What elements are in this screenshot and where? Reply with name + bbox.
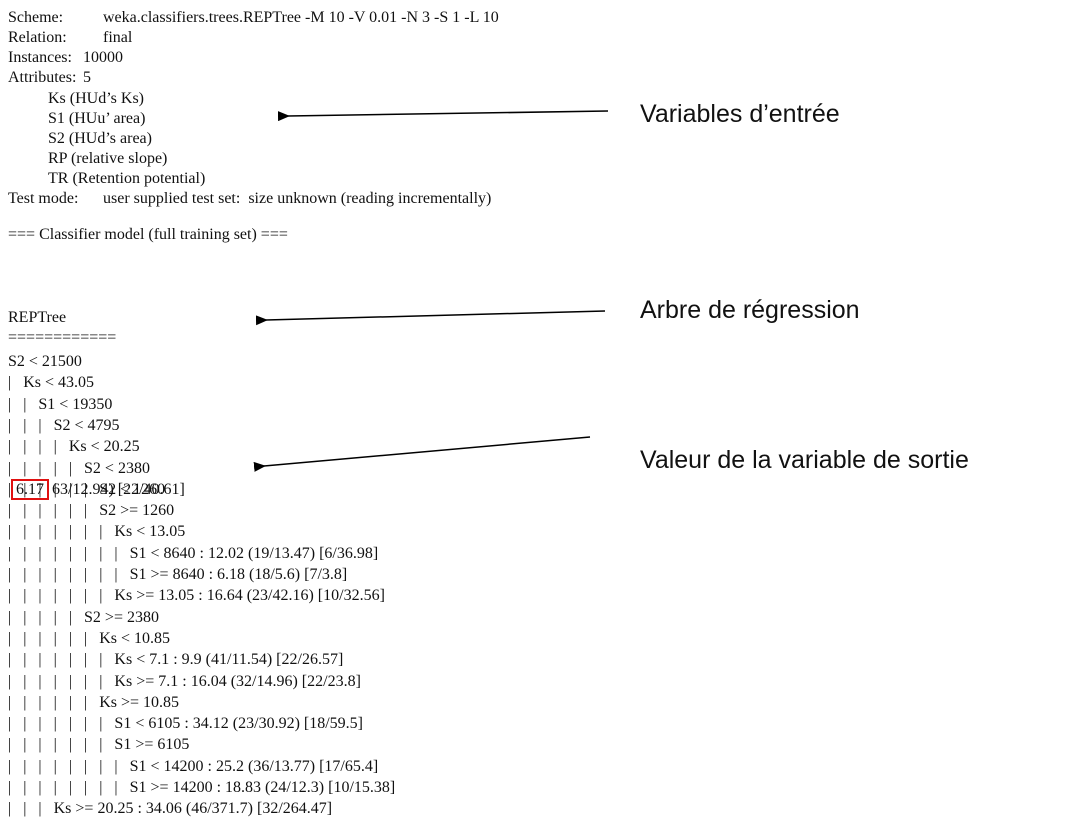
- tree-line: | | | | | | | S1 >= 6105: [8, 736, 190, 754]
- attribute: RP (relative slope): [48, 150, 168, 167]
- attribute: S2 (HUd’s area): [48, 130, 152, 147]
- tree-line: | | | | Ks < 20.25: [8, 438, 140, 456]
- arrow: [277, 110, 609, 122]
- model-underline: ============: [8, 329, 117, 346]
- header-label: Attributes:: [8, 69, 77, 86]
- tree-line: | | | | | | | | S1 >= 14200 : 18.83 (24/…: [8, 779, 396, 796]
- tree-line: | | | | | | S2 < 1260 6.17 63/12.94) [22/4…: [8, 478, 185, 500]
- attribute: Ks (HUd’s Ks): [48, 90, 144, 107]
- tree-line: | | | | | | | Ks < 7.1 : 9.9 (41/11.54) …: [8, 651, 344, 669]
- tree-line: | | | | | | | Ks >= 13.05 : 16.64 (23/42…: [8, 587, 385, 605]
- output-value: 6.17: [11, 478, 49, 500]
- tree-line: | | | | | | | | S1 < 8640 : 12.02 (19/13…: [8, 544, 379, 562]
- arrow: [255, 310, 606, 326]
- tree-line: S2 < 21500: [8, 353, 82, 370]
- header-value: 5: [83, 69, 91, 86]
- tree-line: | | | | | S2 >= 2380: [8, 608, 159, 626]
- header-value: 10000: [83, 49, 123, 66]
- header-label: Instances:: [8, 49, 72, 66]
- tree-line: | | | | | | | | S1 < 14200 : 25.2 (36/13…: [8, 757, 379, 775]
- attribute: S1 (HUu’ area): [48, 110, 146, 127]
- annotation: Valeur de la variable de sortie: [640, 446, 969, 474]
- classifier-heading: === Classifier model (full training set)…: [8, 226, 288, 243]
- tree-line: | | | | | | Ks >= 10.85: [8, 693, 180, 711]
- test-mode-value: user supplied test set: size unknown (re…: [103, 190, 492, 207]
- tree-line: | | | | | | | Ks < 13.05: [8, 523, 186, 541]
- model-name: REPTree: [8, 309, 67, 326]
- tree-line: | | | S2 < 4795: [8, 416, 120, 434]
- tree-text: 63/12.94) [22/40.61]: [52, 480, 185, 498]
- tree-line: | | | | | | | S1 < 6105 : 34.12 (23/30.9…: [8, 715, 363, 733]
- annotation: Variables d’entrée: [640, 100, 840, 128]
- test-mode-label: Test mode:: [8, 190, 79, 207]
- arrow: [253, 436, 591, 472]
- tree-line: | | | | | S2 < 2380: [8, 459, 150, 477]
- tree-line: | | S1 < 19350: [8, 395, 113, 413]
- tree-line: | | | Ks >= 20.25 : 34.06 (46/371.7) [32…: [8, 800, 333, 818]
- header-value: final: [103, 29, 133, 46]
- header-value: weka.classifiers.trees.REPTree -M 10 -V …: [103, 9, 499, 26]
- tree-line: | | | | | | | | S1 >= 8640 : 6.18 (18/5.…: [8, 566, 348, 583]
- tree-line: | | | | | | Ks < 10.85: [8, 629, 171, 647]
- header-label: Relation:: [8, 29, 67, 46]
- attribute: TR (Retention potential): [48, 170, 206, 187]
- header-label: Scheme:: [8, 9, 64, 26]
- tree-line: | | | | | | S2 >= 1260: [8, 502, 175, 520]
- annotation: Arbre de régression: [640, 296, 860, 324]
- tree-line: | | | | | | | Ks >= 7.1 : 16.04 (32/14.9…: [8, 672, 361, 690]
- tree-line: | Ks < 43.05: [8, 374, 95, 392]
- tree-text: | | | | | | S2 < 1260: [8, 480, 166, 498]
